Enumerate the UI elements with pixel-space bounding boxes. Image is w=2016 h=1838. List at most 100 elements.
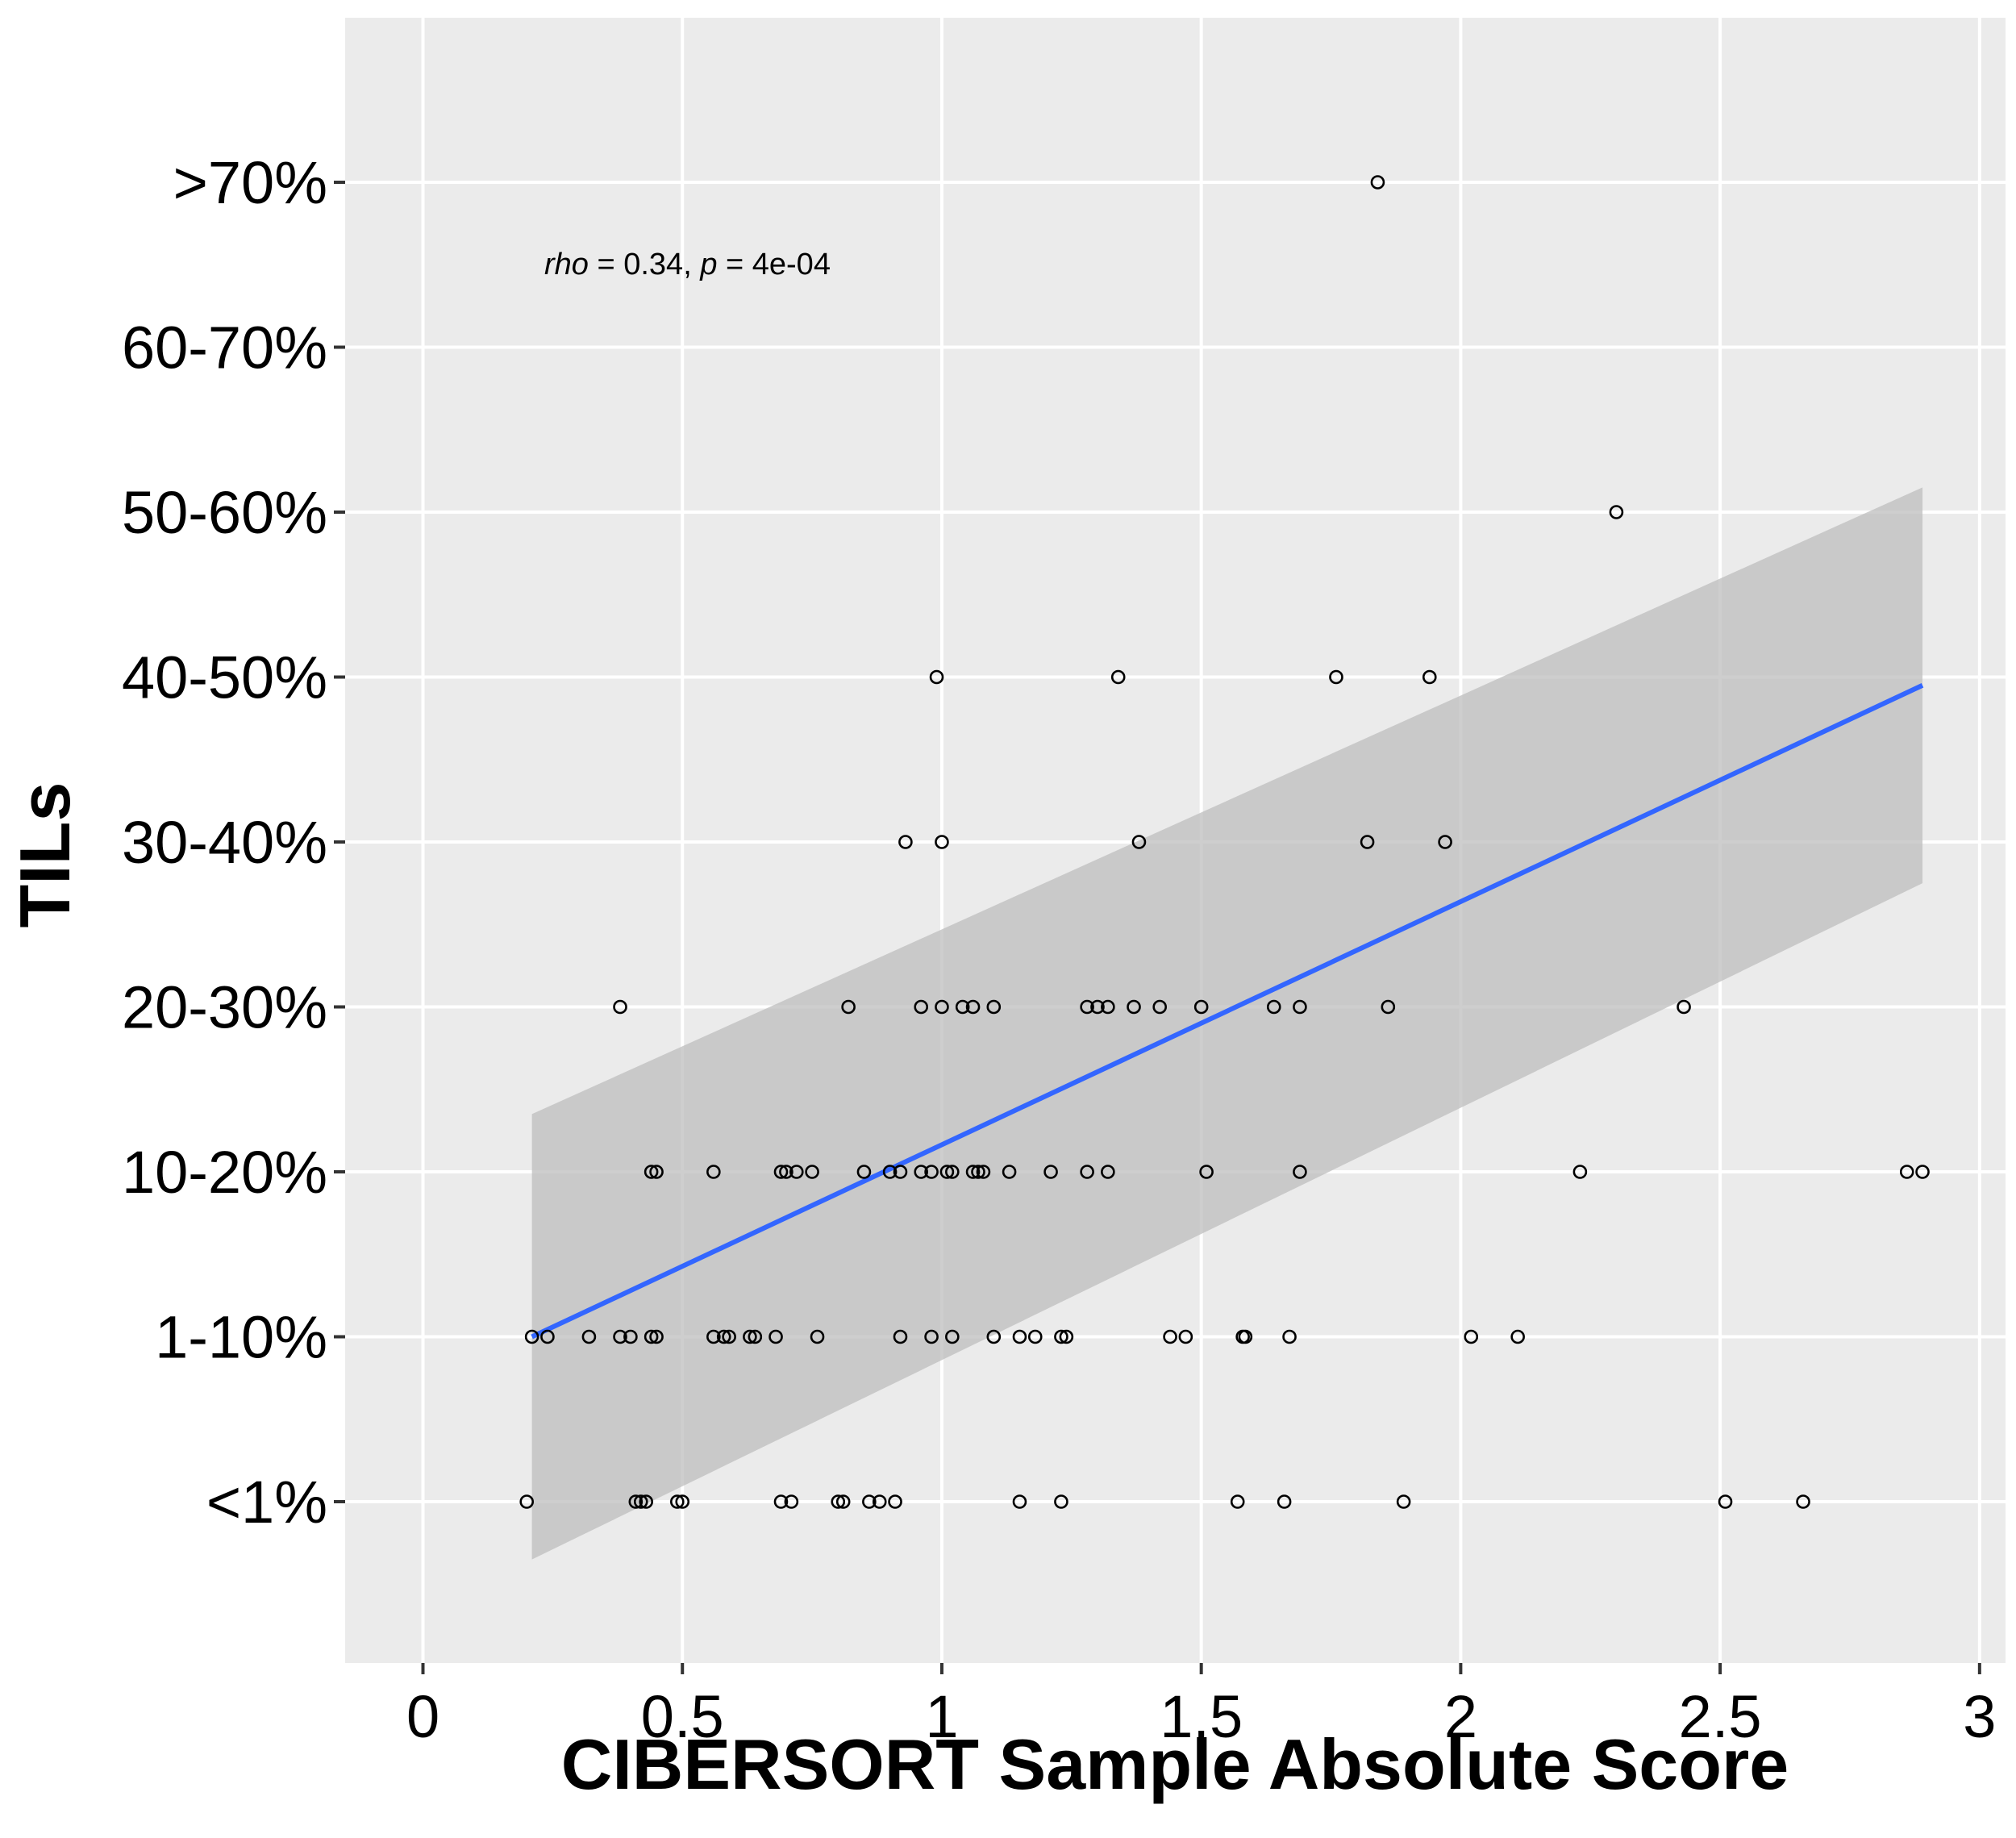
data-point [1238, 1329, 1253, 1344]
data-point [1293, 1165, 1307, 1179]
data-point [945, 1329, 960, 1344]
data-point [856, 1165, 872, 1179]
data-point [1796, 1494, 1810, 1509]
data-point [768, 1329, 783, 1344]
data-point [1012, 1329, 1027, 1344]
data-point [1054, 1329, 1068, 1344]
data-point [1230, 1494, 1245, 1509]
data-point [986, 999, 1002, 1015]
p-value: = 4e-04 [717, 248, 831, 281]
y-tick-label: 50-60% [122, 479, 327, 546]
x-axis-title: CIBERSORT Sample Absolute Score [561, 1724, 1789, 1804]
data-point [1572, 1165, 1588, 1179]
data-point [965, 1165, 981, 1179]
y-tick-label: 60-70% [122, 315, 327, 381]
data-point [644, 1165, 659, 1179]
x-tick-label: 2 [1444, 1683, 1477, 1750]
data-point [644, 1329, 659, 1344]
data-point [1131, 835, 1147, 849]
y-tick-label: >70% [173, 149, 327, 216]
data-point [1370, 175, 1385, 190]
data-point [1080, 999, 1094, 1015]
data-point [1090, 999, 1105, 1015]
data-point [1110, 669, 1126, 685]
data-point [669, 1494, 685, 1509]
data-point [1422, 669, 1437, 685]
data-point [862, 1494, 877, 1509]
data-point [1396, 1494, 1411, 1509]
data-point [1899, 1165, 1914, 1179]
data-point [1054, 1494, 1068, 1509]
data-point [1152, 999, 1167, 1015]
y-ticks-layer: <1% 1-10% 10-20% 20-30% 30-40% 40-50% 50-60% 60… [122, 149, 345, 1536]
rho-label: rho [544, 248, 589, 281]
data-point [1438, 835, 1452, 849]
data-point [1059, 1329, 1074, 1344]
data-point [784, 1494, 799, 1509]
data-point [1080, 1165, 1094, 1179]
data-point [1464, 1329, 1479, 1344]
regression-line-layer [531, 683, 1924, 1340]
data-point [773, 1494, 789, 1509]
data-point [633, 1494, 648, 1509]
y-tick-label: 40-50% [122, 644, 327, 711]
data-point [914, 999, 929, 1015]
x-tick-label: 3 [1963, 1683, 1996, 1750]
y-tick-label: 20-30% [122, 974, 327, 1041]
confidence-band [531, 487, 1923, 1560]
x-tick-label: 1 [925, 1683, 958, 1750]
regression-line [531, 683, 1924, 1340]
data-point [976, 1165, 991, 1179]
data-point [1012, 1494, 1027, 1509]
data-point [986, 1329, 1002, 1344]
data-point [1101, 1165, 1115, 1179]
data-point [1266, 999, 1281, 1015]
data-point [675, 1494, 690, 1509]
data-point [789, 1165, 804, 1179]
data-point [1193, 999, 1209, 1015]
data-point [748, 1329, 763, 1344]
data-point [1510, 1329, 1525, 1344]
y-tick-label: 1-10% [155, 1304, 327, 1371]
y-tick-label: 10-20% [122, 1139, 327, 1206]
data-point [835, 1494, 851, 1509]
y-tick-label: <1% [206, 1469, 327, 1536]
data-point [706, 1329, 721, 1344]
data-point [965, 999, 981, 1015]
data-point [971, 1165, 985, 1179]
data-point [831, 1494, 846, 1509]
data-point [1293, 999, 1307, 1015]
x-tick-label: 0 [406, 1683, 439, 1750]
data-point [649, 1329, 664, 1344]
data-point [623, 1329, 638, 1344]
data-point [1609, 505, 1624, 519]
y-axis-title: TILs [5, 782, 85, 928]
data-point [773, 1165, 789, 1179]
data-point [1381, 999, 1396, 1015]
data-point [1199, 1165, 1214, 1179]
data-point [524, 1329, 539, 1344]
confidence-ribbon-layer [531, 487, 1923, 1560]
y-tick-label: 30-40% [122, 809, 327, 876]
data-point [581, 1329, 597, 1344]
x-ticks-layer: 0 0.5 1 1.5 2 2.5 3 [406, 1663, 1996, 1750]
data-point [935, 999, 949, 1015]
data-point [888, 1494, 902, 1509]
x-tick-label: 0.5 [641, 1683, 724, 1750]
data-point [1163, 1329, 1177, 1344]
data-point [1178, 1329, 1193, 1344]
data-point [1027, 1329, 1043, 1344]
data-point [743, 1329, 757, 1344]
data-point [882, 1165, 898, 1179]
data-point [628, 1494, 644, 1509]
data-point [929, 669, 944, 685]
correlation-annotation: rho = 0.34, p = 4e-04 [544, 248, 831, 281]
data-point [722, 1329, 736, 1344]
data-point [841, 999, 856, 1015]
p-label: p [699, 248, 717, 281]
points-layer [519, 175, 1930, 1509]
data-point [935, 835, 949, 849]
x-tick-label: 1.5 [1160, 1683, 1243, 1750]
data-point [939, 1165, 955, 1179]
